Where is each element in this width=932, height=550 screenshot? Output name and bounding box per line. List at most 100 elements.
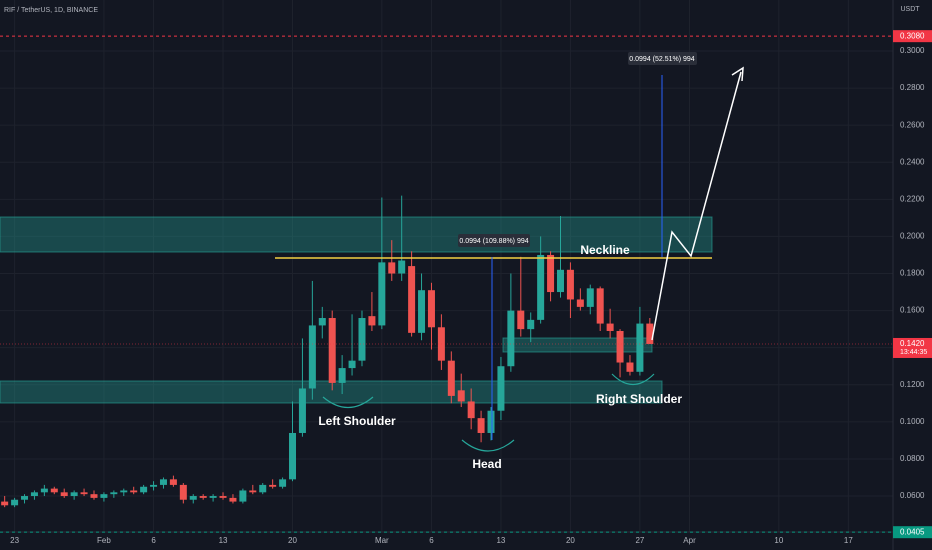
zones <box>0 216 713 404</box>
current-price-box <box>893 337 932 358</box>
candle-body <box>30 492 38 497</box>
candle-body <box>408 266 416 333</box>
candle-body <box>289 432 297 480</box>
countdown-label: 13:44:35 <box>900 349 927 356</box>
y-tick-label: 0.0600 <box>900 491 925 500</box>
candle-body <box>90 494 98 498</box>
candle-body <box>556 269 564 293</box>
candles <box>1 195 654 508</box>
x-tick-label: Apr <box>683 536 696 545</box>
axes: 0.06000.08000.10000.12000.14000.16000.18… <box>0 30 932 545</box>
y-tick-label: 0.1800 <box>900 269 925 278</box>
price-label: 0.0405 <box>900 527 925 536</box>
x-tick-label: 23 <box>10 536 19 545</box>
candle-body <box>50 488 58 493</box>
candle-body <box>1 501 9 506</box>
candle-body <box>189 496 197 500</box>
projection-arrow <box>651 71 742 341</box>
currency: USDT <box>900 6 920 13</box>
candle-body <box>279 479 287 487</box>
x-tick-label: 13 <box>496 536 505 545</box>
candle-body <box>150 484 158 487</box>
left-shoulder-arc <box>322 396 374 409</box>
candle-body <box>616 330 624 363</box>
candle-body <box>80 492 88 495</box>
candle-body <box>179 484 187 500</box>
candle-body <box>477 418 485 433</box>
annotation: Right Shoulder <box>596 392 682 406</box>
candle-body <box>447 360 455 396</box>
candle-body <box>11 499 19 506</box>
candle-body <box>100 494 108 498</box>
candle-body <box>199 496 207 498</box>
x-tick-label: 27 <box>635 536 644 545</box>
overlay: 0.0994 (109.88%) 994 0.0994 (52.51%) 994… <box>275 52 744 471</box>
candle-body <box>239 490 247 502</box>
candle-body <box>110 492 118 495</box>
x-tick-label: Feb <box>97 536 111 545</box>
candle-body <box>318 318 326 326</box>
candle-body <box>298 388 306 433</box>
y-tick-label: 0.3000 <box>900 46 925 55</box>
y-tick-label: 0.2000 <box>900 232 925 241</box>
price-label: 0.3080 <box>900 31 925 40</box>
measure-label: 0.0994 (109.88%) 994 <box>459 238 528 245</box>
candle-body <box>388 262 396 274</box>
candle-body <box>507 310 515 367</box>
candle-body <box>646 323 654 344</box>
x-tick-label: 10 <box>774 536 783 545</box>
candle-body <box>576 299 584 307</box>
arrow-head <box>731 66 744 82</box>
candle-body <box>487 410 495 433</box>
right-shoulder-arc <box>611 373 655 386</box>
x-tick-label: Mar <box>375 536 389 545</box>
candle-body <box>259 484 267 493</box>
y-tick-label: 0.2600 <box>900 120 925 129</box>
price-box <box>893 30 932 43</box>
x-tick-label: 6 <box>429 536 434 545</box>
candle-body <box>596 288 604 324</box>
candle-body <box>40 488 48 493</box>
candle-body <box>427 290 435 328</box>
candle-body <box>586 288 594 307</box>
candle-body <box>60 492 68 497</box>
candle-body <box>457 390 465 402</box>
x-tick-label: 13 <box>219 536 228 545</box>
candle-body <box>219 496 227 498</box>
candle-body <box>21 496 29 500</box>
candle-body <box>606 323 614 331</box>
y-tick-label: 0.1600 <box>900 306 925 315</box>
candle-body <box>527 319 535 330</box>
candle-body <box>209 496 217 498</box>
annotation: Neckline <box>580 243 630 257</box>
x-tick-label: 6 <box>151 536 156 545</box>
shoulder-zone <box>502 337 653 353</box>
support-zone <box>0 380 663 404</box>
candle-body <box>249 490 257 493</box>
candle-body <box>398 260 406 274</box>
candle-body <box>566 269 574 300</box>
candle-body <box>70 492 78 497</box>
resistance-zone <box>0 216 713 253</box>
candle-body <box>120 490 128 493</box>
candle-body <box>348 360 356 369</box>
head-arc <box>461 439 515 452</box>
x-tick-label: 17 <box>844 536 853 545</box>
y-tick-label: 0.2200 <box>900 194 925 203</box>
measure-label: 0.0994 (52.51%) 994 <box>629 56 694 63</box>
candle-body <box>378 262 386 326</box>
candle-body <box>467 401 475 419</box>
candle-body <box>358 318 366 361</box>
candle-body <box>169 479 177 485</box>
candle-body <box>308 325 316 389</box>
candle-body <box>537 254 545 320</box>
candle-body <box>338 368 346 383</box>
candle-body <box>626 362 634 372</box>
x-tick-label: 20 <box>566 536 575 545</box>
grid <box>0 0 893 532</box>
candle-body <box>328 318 336 383</box>
candle-body <box>130 490 138 493</box>
y-tick-label: 0.0800 <box>900 454 925 463</box>
y-tick-label: 0.1200 <box>900 380 925 389</box>
